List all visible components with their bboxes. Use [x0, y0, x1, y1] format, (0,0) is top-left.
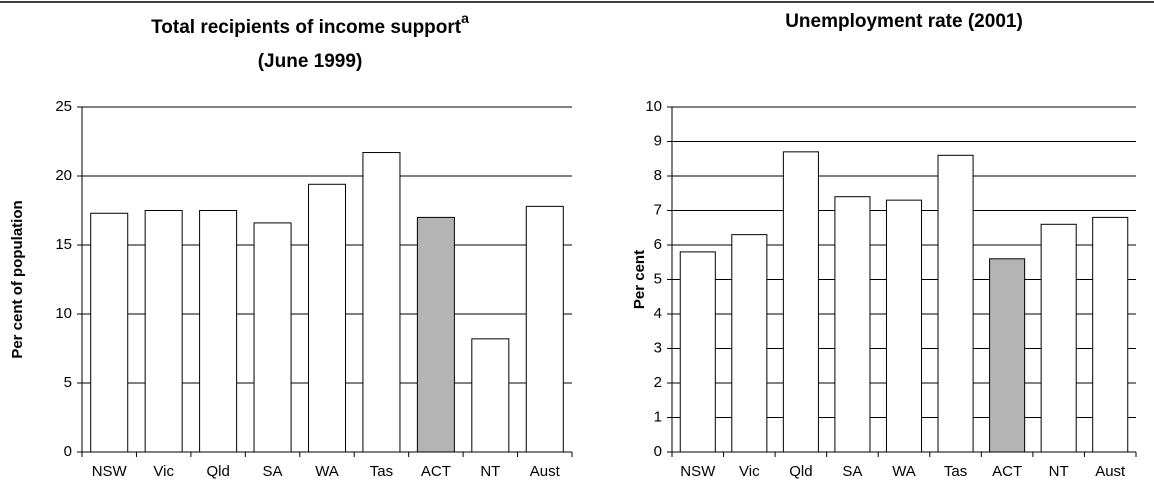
chart-title: Unemployment rate (2001) [785, 11, 1023, 32]
y-tick-label: 0 [654, 443, 662, 460]
bar [199, 210, 238, 453]
x-tick-label: ACT [992, 463, 1022, 480]
y-tick-label: 10 [645, 98, 662, 115]
y-tick-label: 15 [55, 236, 72, 253]
y-tick-label: 10 [55, 305, 72, 322]
bar [989, 258, 1026, 453]
y-tick-label: 4 [654, 305, 662, 322]
bar [144, 210, 183, 453]
x-tick-label: Aust [1095, 463, 1126, 480]
y-tick-label: 1 [654, 408, 662, 425]
y-tick-label: 7 [654, 201, 662, 218]
title-text: Unemployment rate (2001) [785, 11, 1023, 32]
bar [1092, 216, 1129, 453]
y-tick-label: 6 [654, 236, 662, 253]
x-tick-label: WA [315, 463, 339, 480]
chart-title: Total recipients of income supporta [151, 10, 469, 38]
x-tick-label: Tas [370, 463, 393, 480]
title-text: Total recipients of income support [151, 17, 462, 38]
x-tick-label: Vic [739, 463, 760, 480]
y-tick-label: 8 [654, 167, 662, 184]
bar [90, 212, 129, 453]
x-tick-label: WA [892, 463, 916, 480]
x-tick-label: NT [480, 463, 500, 480]
y-tick-label: 9 [654, 132, 662, 149]
x-tick-label: SA [263, 463, 283, 480]
x-tick-label: Vic [153, 463, 174, 480]
x-tick-label: NSW [92, 463, 128, 480]
x-tick-label: Qld [206, 463, 229, 480]
x-tick-label: Tas [944, 463, 967, 480]
chart-subtitle: (June 1999) [258, 51, 363, 72]
bar [525, 205, 564, 453]
bar [1040, 223, 1077, 453]
y-tick-label: 0 [64, 443, 72, 460]
bar [782, 151, 819, 453]
title-superscript: a [461, 10, 469, 26]
bar [885, 199, 923, 453]
bar [834, 196, 871, 453]
x-tick-label: NSW [680, 463, 716, 480]
bar [253, 222, 292, 453]
y-tick-label: 25 [55, 98, 72, 115]
bar [937, 154, 974, 453]
y-axis-label: Per cent of population [9, 200, 26, 358]
bar [416, 216, 455, 453]
x-tick-label: SA [842, 463, 862, 480]
x-tick-label: Qld [789, 463, 812, 480]
y-tick-label: 5 [654, 270, 662, 287]
bar [362, 152, 401, 453]
bar [731, 234, 768, 453]
bar [679, 251, 716, 453]
y-tick-label: 20 [55, 167, 72, 184]
x-tick-label: NT [1049, 463, 1069, 480]
x-tick-label: Aust [530, 463, 561, 480]
y-axis-label: Per cent [631, 250, 648, 309]
x-tick-label: ACT [421, 463, 451, 480]
bar [307, 183, 347, 453]
y-tick-label: 3 [654, 339, 662, 356]
y-tick-label: 5 [64, 374, 72, 391]
y-tick-label: 2 [654, 374, 662, 391]
bar [471, 338, 510, 453]
